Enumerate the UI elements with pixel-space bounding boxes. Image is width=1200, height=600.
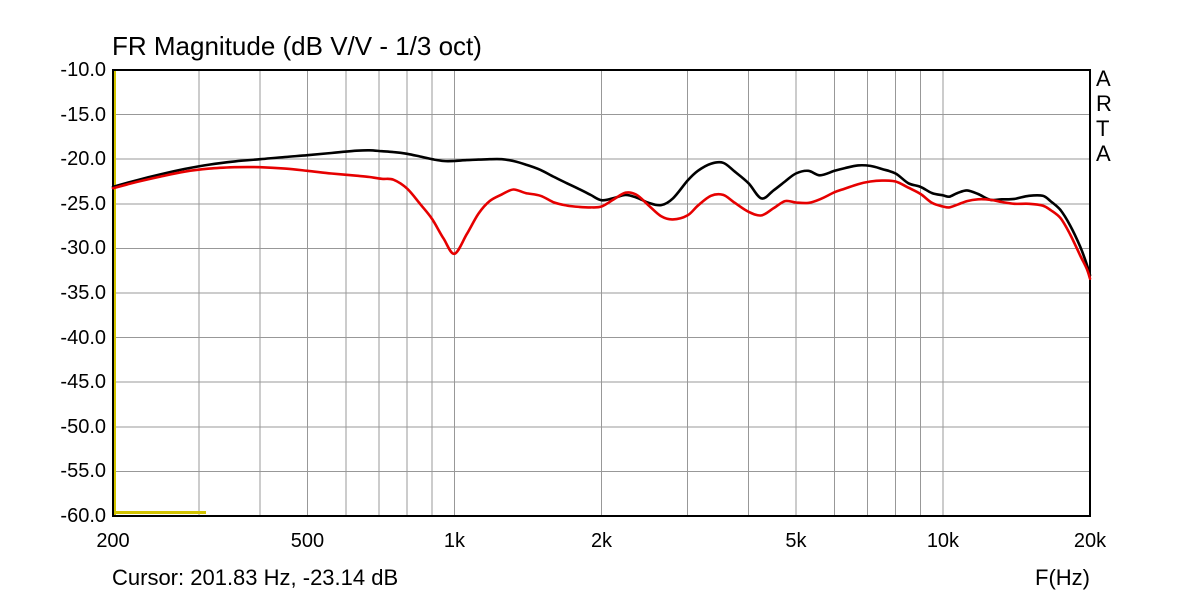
y-tick-label: -50.0 bbox=[60, 415, 106, 438]
arta-watermark-letter: T bbox=[1096, 116, 1110, 141]
arta-watermark-letter: A bbox=[1096, 141, 1111, 166]
y-tick-label: -35.0 bbox=[60, 282, 106, 304]
y-tick-label: -25.0 bbox=[60, 192, 106, 215]
y-tick-label: -60.0 bbox=[60, 505, 106, 527]
x-tick-label: 1k bbox=[443, 530, 465, 552]
x-tick-label: 5k bbox=[785, 530, 807, 552]
chart-title: FR Magnitude (dB V/V - 1/3 oct) bbox=[112, 31, 482, 61]
x-tick-label: 10k bbox=[926, 530, 960, 552]
y-tick-label: -15.0 bbox=[60, 103, 106, 126]
y-tick-label: -10.0 bbox=[60, 59, 106, 81]
x-tick-label: 2k bbox=[590, 530, 613, 552]
overlay-curve-red bbox=[111, 165, 1092, 280]
y-tick-label: -30.0 bbox=[60, 237, 106, 260]
x-tick-label: 500 bbox=[290, 530, 325, 552]
y-tick-label: -40.0 bbox=[60, 326, 106, 349]
x-axis-unit-label: F(Hz) bbox=[1035, 565, 1090, 590]
y-tick-label: -45.0 bbox=[60, 371, 106, 394]
arta-watermark-letter: A bbox=[1096, 66, 1111, 91]
plot-border bbox=[112, 69, 1091, 517]
x-tick-label: 20k bbox=[1073, 530, 1107, 552]
arta-watermark-letter: R bbox=[1096, 91, 1112, 116]
x-tick-label: 200 bbox=[96, 530, 130, 552]
y-tick-label: -55.0 bbox=[60, 460, 106, 483]
overlay-curve-black bbox=[111, 148, 1092, 277]
y-tick-label: -20.0 bbox=[60, 148, 106, 171]
cursor-readout: Cursor: 201.83 Hz, -23.14 dB bbox=[112, 565, 399, 590]
